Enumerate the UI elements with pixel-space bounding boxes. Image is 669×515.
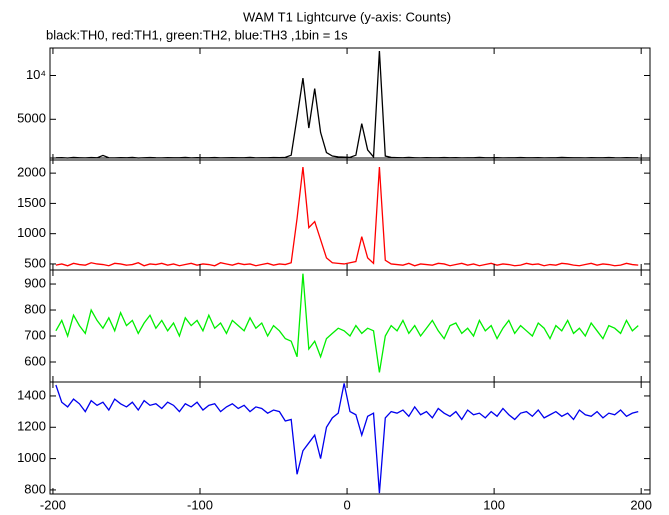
x-tick-label: -100	[187, 497, 213, 512]
panel-frame	[49, 157, 651, 271]
y-tick-label: 5000	[17, 111, 46, 126]
y-tick-label: 1200	[17, 419, 46, 434]
lightcurve-line	[55, 273, 639, 373]
y-tick-label: 1000	[17, 225, 46, 240]
chart-title: WAM T1 Lightcurve (y-axis: Counts)	[243, 9, 451, 24]
panel-frame	[49, 381, 651, 495]
y-tick-label: 800	[24, 301, 46, 316]
y-tick-label: 1000	[17, 450, 46, 465]
lightcurve-line	[55, 383, 639, 494]
x-tick-label: 200	[630, 497, 652, 512]
chart-subtitle: black:TH0, red:TH1, green:TH2, blue:TH3 …	[46, 27, 348, 42]
y-tick-label: 1500	[17, 195, 46, 210]
x-tick-label: 100	[483, 497, 505, 512]
panel-frame	[49, 269, 651, 383]
lightcurve-line	[55, 50, 639, 159]
y-tick-label: 500	[24, 255, 46, 270]
y-tick-label: 900	[24, 275, 46, 290]
x-tick-label: 0	[343, 497, 350, 512]
panel-frame	[49, 47, 651, 161]
y-tick-label: 600	[24, 353, 46, 368]
y-tick-label: 1400	[17, 387, 46, 402]
lightcurve-line	[55, 167, 639, 267]
y-tick-label: 10⁴	[26, 67, 46, 82]
y-tick-label: 800	[24, 481, 46, 496]
y-tick-label: 2000	[17, 165, 46, 180]
x-tick-label: -200	[40, 497, 66, 512]
y-tick-label: 700	[24, 327, 46, 342]
